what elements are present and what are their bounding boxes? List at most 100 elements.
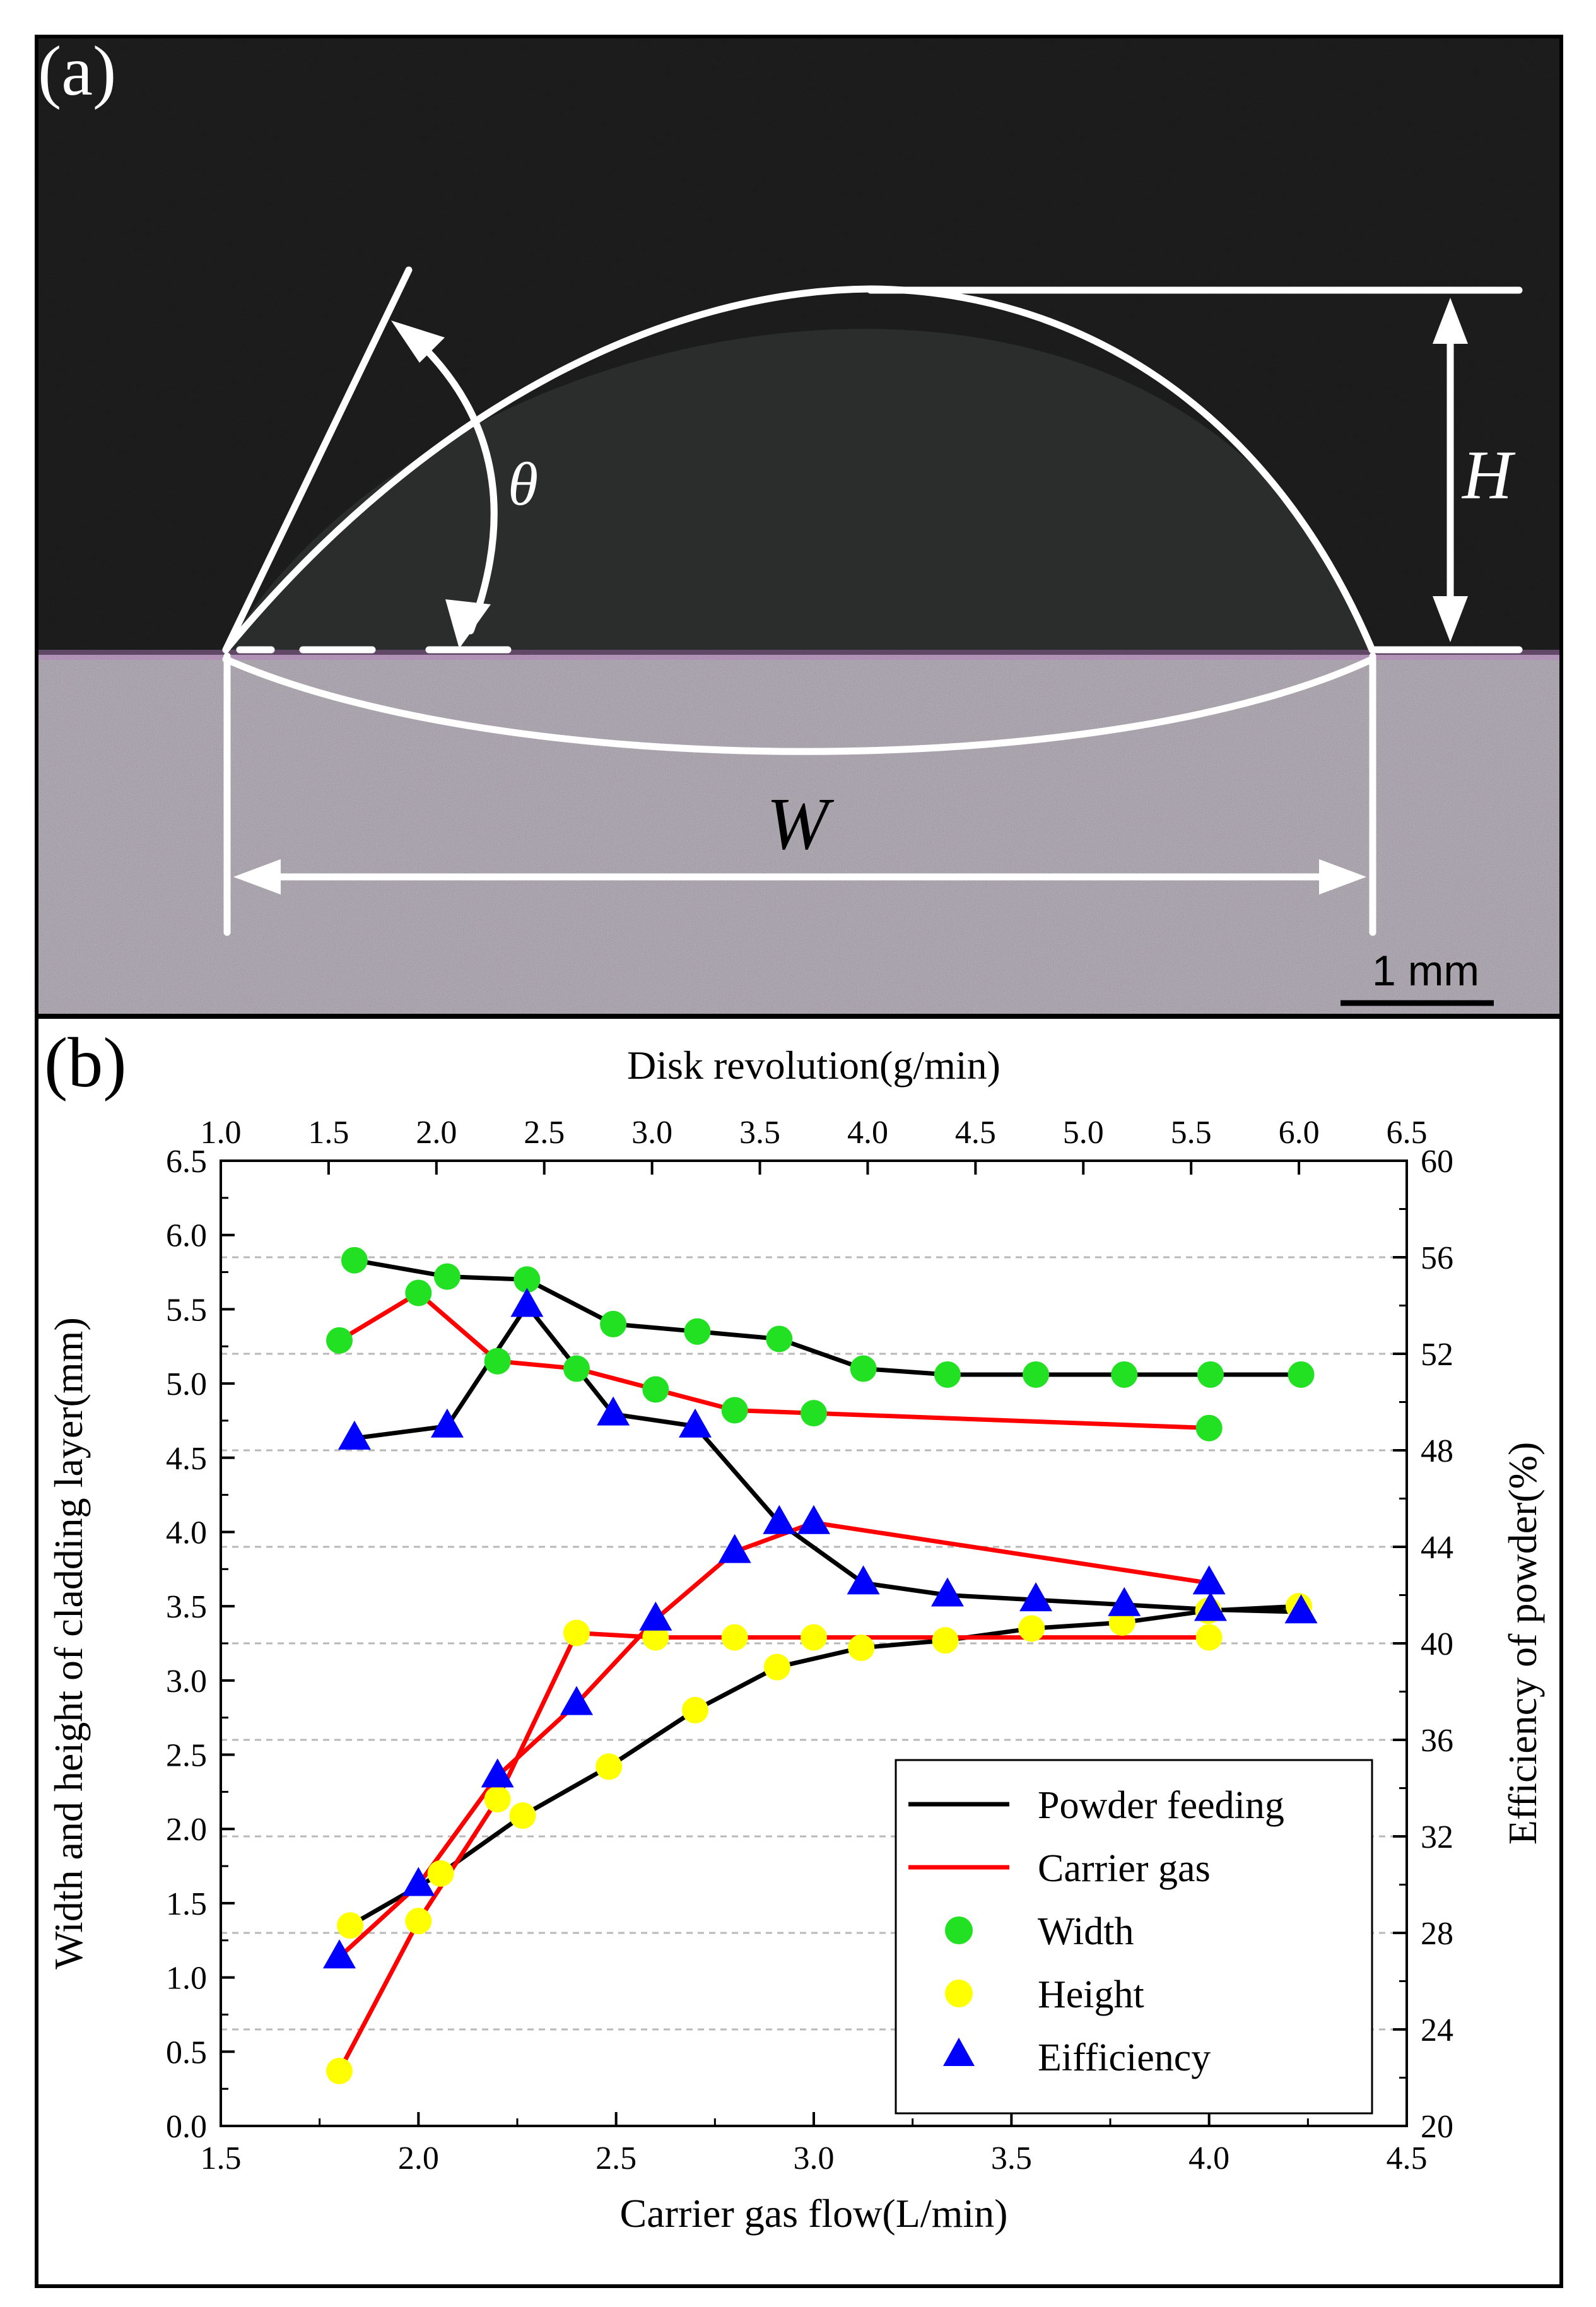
marker-efficiency [718,1534,751,1563]
tangent-line [222,266,413,654]
x2-tick-label: 1.0 [201,1115,242,1151]
dilution-curve [222,655,1376,755]
marker-efficiency [847,1565,880,1595]
marker-width [513,1266,541,1293]
marker-efficiency [1194,1592,1227,1621]
y-tick-label: 6.0 [166,1218,207,1254]
series-layer [323,1247,1318,2084]
marker-width [405,1279,432,1306]
marker-height [721,1624,748,1651]
marker-height [484,1786,511,1813]
panel-a-label: (a) [38,32,116,110]
y-tick-label: 1.0 [166,1961,207,1997]
y2-tick-label: 44 [1421,1530,1453,1566]
x2-tick-label: 6.0 [1279,1115,1320,1151]
x2-tick-label: 5.5 [1171,1115,1212,1151]
width-arrowhead-left [233,859,281,895]
series-line-carrier_gas-width [338,1290,1209,1431]
y2-axis-title: Efficiency of powder(%) [1500,1442,1545,1845]
legend-item-carrier-gas: Carrier gas [908,1847,1211,1890]
legend-label-width: Width [1038,1910,1134,1953]
marker-height [337,1912,364,1939]
y2-tick-label: 60 [1421,1144,1453,1180]
legend-label-height: Height [1038,1973,1144,2016]
y-tick-label: 6.5 [166,1144,207,1180]
marker-efficiency [639,1601,672,1631]
marker-width [850,1355,877,1382]
legend-item-efficiency: Eifficiency [943,2036,1211,2079]
x-axis-title: Carrier gas flow(L/min) [620,2191,1008,2236]
legend-label-carrier-gas: Carrier gas [1038,1847,1211,1890]
marker-height [1018,1615,1045,1642]
marker-efficiency [481,1758,514,1788]
marker-efficiency [763,1505,796,1534]
marker-width [1288,1361,1315,1388]
marker-efficiency [797,1505,830,1534]
marker-height [642,1624,669,1651]
y-tick-label: 1.5 [166,1886,207,1922]
marker-width [1195,1414,1223,1441]
y2-tick-label: 48 [1421,1433,1453,1469]
marker-efficiency [930,1577,964,1607]
marker-efficiency [1108,1587,1141,1616]
y-axis-title: Width and height of cladding layer(mm) [46,1317,91,1969]
x2-tick-label: 2.0 [416,1115,457,1151]
y-tick-label: 3.5 [166,1589,207,1625]
x-tick-label: 3.5 [991,2140,1032,2176]
y2-tick-label: 24 [1421,2012,1453,2048]
angle-arrowhead-top [391,320,445,363]
marker-efficiency [1284,1594,1318,1624]
legend-label-powder-feeding: Powder feeding [1038,1784,1284,1827]
marker-width [934,1361,961,1388]
y2-tick-label: 36 [1421,1723,1453,1759]
marker-efficiency [1019,1582,1053,1612]
height-arrowhead-top [1433,298,1468,344]
marker-width [684,1318,711,1345]
panel-b-border [35,1015,1563,2288]
y2-tick-label: 20 [1421,2109,1453,2145]
marker-height [848,1635,875,1662]
series-line-powder_feeding-width [354,1258,1301,1377]
x-tick-label: 4.0 [1188,2140,1229,2176]
axes-layer: 1.5 2.0 2.5 3.0 3.5 4.0 4.5 1.0 1.5 2.0 2.5 3.0 3.5 4… [166,1115,1453,2176]
y-tick-label: 2.0 [166,1812,207,1848]
marker-efficiency [402,1867,435,1896]
theta-label: θ [508,450,538,519]
x2-tick-label: 6.5 [1387,1115,1428,1151]
y-tick-label: 4.5 [166,1441,207,1477]
marker-height [763,1653,790,1681]
marker-width [600,1310,627,1337]
width-arrowhead-right [1319,859,1366,895]
y2-tick-label: 32 [1421,1819,1453,1855]
legend-marker-height [945,1980,973,2007]
marker-width [326,1327,353,1354]
legend-item-powder-feeding: Powder feeding [908,1784,1284,1827]
x-tick-label: 3.0 [794,2140,835,2176]
x2-tick-label: 3.0 [631,1115,672,1151]
marker-efficiency [323,1939,356,1969]
marker-efficiency [597,1396,630,1426]
marker-efficiency [430,1408,464,1438]
marker-width [721,1397,748,1424]
panel-a-micrograph: (a) θ H W 1 mm [35,32,1563,1018]
legend-item-width: Width [945,1910,1134,1953]
series-line-powder_feeding-height [349,1604,1300,1928]
marker-width [801,1400,827,1427]
marker-width [484,1347,511,1375]
marker-height [596,1753,623,1780]
marker-height [326,2057,353,2084]
height-arrowhead-bottom [1433,596,1468,642]
marker-height [405,1908,432,1935]
marker-efficiency [679,1408,712,1438]
marker-width [1023,1361,1050,1388]
legend: Powder feeding Carrier gas Width Height … [895,1759,1373,2115]
y-tick-label: 0.5 [166,2034,207,2070]
x-tick-label: 2.0 [398,2140,439,2176]
x2-tick-label: 5.0 [1063,1115,1104,1151]
marker-height [509,1802,536,1829]
legend-label-efficiency: Eifficiency [1038,2036,1211,2079]
marker-height [427,1860,454,1887]
marker-width [563,1355,590,1382]
y-tick-label: 0.0 [166,2109,207,2145]
